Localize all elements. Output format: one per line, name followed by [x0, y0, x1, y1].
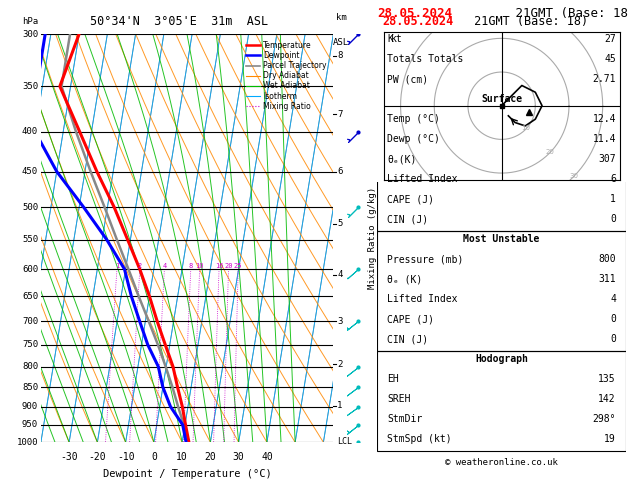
Text: 1: 1 [610, 194, 616, 204]
Text: 27: 27 [604, 35, 616, 44]
Text: 28.05.2024: 28.05.2024 [382, 15, 454, 28]
Text: CIN (J): CIN (J) [387, 334, 428, 344]
Text: 8: 8 [337, 52, 343, 60]
Text: Dewp (°C): Dewp (°C) [387, 134, 440, 144]
Text: Lifted Index: Lifted Index [387, 174, 458, 184]
Bar [377, 32, 626, 91]
Text: 10: 10 [196, 263, 204, 269]
Text: 2: 2 [138, 263, 142, 269]
Text: 0: 0 [151, 452, 157, 463]
Text: StmDir: StmDir [387, 414, 423, 424]
Bar [377, 91, 626, 231]
Text: 20: 20 [204, 452, 216, 463]
Text: StmSpd (kt): StmSpd (kt) [387, 434, 452, 444]
Text: 900: 900 [22, 402, 38, 411]
Text: 6: 6 [610, 174, 616, 184]
Text: 650: 650 [22, 292, 38, 301]
Text: θₑ(K): θₑ(K) [387, 155, 417, 164]
Text: 21GMT (Base: 18): 21GMT (Base: 18) [508, 7, 629, 20]
Text: 1: 1 [115, 263, 119, 269]
Text: 600: 600 [22, 264, 38, 274]
Text: km: km [336, 13, 347, 22]
Text: Hodograph: Hodograph [475, 354, 528, 364]
Text: 298°: 298° [593, 414, 616, 424]
Text: θₑ (K): θₑ (K) [387, 274, 423, 284]
Text: 3: 3 [337, 317, 343, 326]
Text: -10: -10 [117, 452, 135, 463]
Text: EH: EH [387, 374, 399, 384]
Text: 307: 307 [598, 155, 616, 164]
Text: 16: 16 [214, 263, 223, 269]
Text: 10: 10 [176, 452, 188, 463]
Text: Surface: Surface [481, 94, 522, 104]
Text: © weatheronline.co.uk: © weatheronline.co.uk [445, 458, 558, 468]
Text: 28.05.2024: 28.05.2024 [377, 7, 452, 20]
Text: 0: 0 [610, 214, 616, 225]
Bar [377, 351, 626, 451]
Legend: Temperature, Dewpoint, Parcel Trajectory, Dry Adiabat, Wet Adiabat, Isotherm, Mi: Temperature, Dewpoint, Parcel Trajectory… [243, 38, 330, 114]
Text: 2: 2 [337, 360, 343, 369]
Text: 2.71: 2.71 [593, 74, 616, 85]
Text: CIN (J): CIN (J) [387, 214, 428, 225]
Text: Dewpoint / Temperature (°C): Dewpoint / Temperature (°C) [103, 469, 272, 479]
Text: 30: 30 [233, 452, 245, 463]
Text: -30: -30 [60, 452, 78, 463]
Text: kt: kt [391, 34, 402, 44]
Text: Lifted Index: Lifted Index [387, 295, 458, 304]
Text: Pressure (mb): Pressure (mb) [387, 254, 464, 264]
Text: 50°34'N  3°05'E  31m  ASL: 50°34'N 3°05'E 31m ASL [90, 15, 269, 28]
Text: 550: 550 [22, 235, 38, 244]
Text: 450: 450 [22, 167, 38, 176]
Text: 19: 19 [604, 434, 616, 444]
Text: 6: 6 [337, 167, 343, 176]
Text: 500: 500 [22, 203, 38, 212]
Text: 800: 800 [22, 362, 38, 371]
Text: Most Unstable: Most Unstable [464, 234, 540, 244]
Text: CAPE (J): CAPE (J) [387, 314, 435, 324]
Text: 11.4: 11.4 [593, 134, 616, 144]
Text: 4: 4 [337, 270, 343, 279]
Text: 0: 0 [610, 314, 616, 324]
Text: 311: 311 [598, 274, 616, 284]
Text: 142: 142 [598, 394, 616, 404]
Text: PW (cm): PW (cm) [387, 74, 428, 85]
Text: 300: 300 [22, 30, 38, 38]
Text: 45: 45 [604, 54, 616, 64]
Text: 10: 10 [521, 125, 530, 131]
Text: 1: 1 [337, 401, 343, 410]
Text: 0: 0 [610, 334, 616, 344]
Text: 1000: 1000 [16, 438, 38, 447]
Text: 135: 135 [598, 374, 616, 384]
Text: Temp (°C): Temp (°C) [387, 114, 440, 124]
Text: 25: 25 [234, 263, 243, 269]
Text: hPa: hPa [22, 17, 38, 26]
Text: 20: 20 [546, 149, 555, 155]
Text: 4: 4 [162, 263, 167, 269]
Text: 350: 350 [22, 82, 38, 91]
Text: 850: 850 [22, 382, 38, 392]
Text: 20: 20 [225, 263, 233, 269]
Text: 7: 7 [337, 110, 343, 119]
Text: 800: 800 [598, 254, 616, 264]
Text: 400: 400 [22, 127, 38, 136]
Text: LCL: LCL [337, 437, 352, 446]
Text: 40: 40 [261, 452, 273, 463]
Text: 700: 700 [22, 317, 38, 326]
Text: 8: 8 [189, 263, 193, 269]
Text: ASL: ASL [333, 38, 349, 47]
Text: 5: 5 [337, 219, 343, 228]
Text: Mixing Ratio (g/kg): Mixing Ratio (g/kg) [368, 187, 377, 289]
Text: 12.4: 12.4 [593, 114, 616, 124]
Text: -20: -20 [89, 452, 106, 463]
Text: 750: 750 [22, 340, 38, 349]
Bar [377, 231, 626, 351]
Text: K: K [387, 35, 393, 44]
Text: SREH: SREH [387, 394, 411, 404]
Text: CAPE (J): CAPE (J) [387, 194, 435, 204]
Text: 30: 30 [570, 174, 579, 179]
Text: 21GMT (Base: 18): 21GMT (Base: 18) [467, 15, 589, 28]
Text: Totals Totals: Totals Totals [387, 54, 464, 64]
Text: 950: 950 [22, 420, 38, 429]
Text: 4: 4 [610, 295, 616, 304]
